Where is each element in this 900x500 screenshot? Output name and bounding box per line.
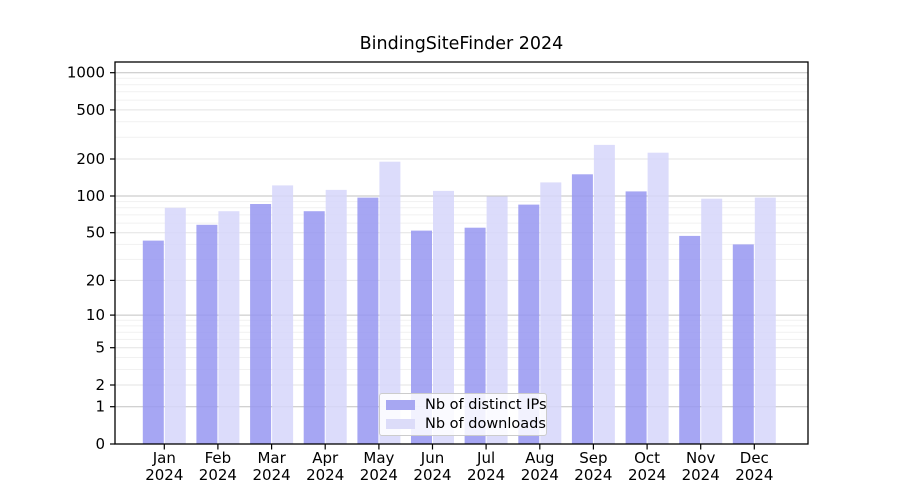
bar-nb-of-distinct-ips-apr bbox=[303, 211, 325, 444]
bar-nb-of-downloads-jun bbox=[433, 190, 454, 444]
bar-nb-of-downloads-jan bbox=[164, 207, 186, 444]
bar-nb-of-distinct-ips-oct bbox=[625, 191, 647, 444]
bar-nb-of-distinct-ips-jan bbox=[142, 240, 164, 444]
bar-nb-of-distinct-ips-jun bbox=[411, 230, 432, 444]
y-tick-label-10: 10 bbox=[86, 306, 105, 324]
y-tick-label-200: 200 bbox=[76, 150, 105, 168]
bar-nb-of-distinct-ips-feb bbox=[196, 224, 218, 444]
x-tick-label-sep: Sep 2024 bbox=[574, 449, 612, 484]
x-tick-label-dec: Dec 2024 bbox=[735, 449, 773, 484]
y-tick-label-500: 500 bbox=[76, 101, 105, 119]
y-tick-label-20: 20 bbox=[86, 271, 105, 289]
x-tick-label-aug: Aug 2024 bbox=[521, 449, 559, 484]
x-tick-label-jul: Jul 2024 bbox=[467, 449, 505, 484]
y-tick-label-50: 50 bbox=[86, 224, 105, 242]
y-axis: 0 1 2 5 10 20 50 100 200 500 1000 bbox=[67, 64, 115, 453]
x-axis: Jan 2024 Feb 2024 Mar 2024 Apr 2024 May 2024 Jun 20… bbox=[145, 444, 773, 484]
y-tick-label-1000: 1000 bbox=[67, 64, 105, 82]
x-tick-label-feb: Feb 2024 bbox=[199, 449, 237, 484]
bar-nb-of-distinct-ips-may bbox=[357, 197, 379, 444]
y-tick-label-2: 2 bbox=[95, 376, 105, 394]
legend-item-downloads: Nb of downloads bbox=[386, 417, 546, 432]
legend-swatch-downloads bbox=[386, 419, 415, 430]
legend: Nb of distinct IPs Nb of downloads bbox=[379, 393, 547, 436]
bar-nb-of-downloads-nov bbox=[701, 198, 723, 444]
x-tick-label-nov: Nov 2024 bbox=[682, 449, 720, 484]
x-tick-label-jun: Jun 2024 bbox=[413, 449, 451, 484]
x-tick-label-jan: Jan 2024 bbox=[145, 449, 183, 484]
bar-nb-of-distinct-ips-sep bbox=[571, 174, 593, 445]
x-tick-label-may: May 2024 bbox=[360, 449, 398, 484]
bars bbox=[142, 144, 776, 445]
bar-nb-of-distinct-ips-nov bbox=[679, 235, 701, 444]
bar-nb-of-distinct-ips-aug bbox=[518, 204, 540, 444]
x-tick-label-mar: Mar 2024 bbox=[253, 449, 291, 484]
bar-nb-of-downloads-dec bbox=[754, 197, 776, 444]
y-tick-label-5: 5 bbox=[95, 339, 105, 357]
bar-nb-of-downloads-apr bbox=[325, 189, 347, 444]
axes-spines bbox=[114, 61, 809, 445]
bar-nb-of-downloads-may bbox=[379, 161, 401, 444]
bar-nb-of-downloads-sep bbox=[593, 144, 615, 444]
bar-nb-of-distinct-ips-mar bbox=[250, 204, 272, 444]
x-tick-label-apr: Apr 2024 bbox=[306, 449, 344, 484]
bar-nb-of-downloads-oct bbox=[647, 152, 669, 444]
y-tick-label-100: 100 bbox=[76, 187, 105, 205]
legend-swatch-distinct-ips bbox=[386, 399, 415, 410]
y-tick-label-1: 1 bbox=[95, 398, 105, 416]
legend-label-distinct-ips: Nb of distinct IPs bbox=[425, 396, 547, 413]
bar-nb-of-distinct-ips-dec bbox=[732, 244, 754, 444]
bar-nb-of-downloads-feb bbox=[218, 211, 240, 444]
bar-nb-of-downloads-mar bbox=[272, 185, 294, 444]
legend-item-distinct-ips: Nb of distinct IPs bbox=[386, 397, 547, 413]
bar-nb-of-downloads-aug bbox=[540, 182, 562, 444]
legend-label-downloads: Nb of downloads bbox=[425, 416, 546, 432]
bar-nb-of-distinct-ips-jul bbox=[464, 227, 486, 444]
y-tick-label-0: 0 bbox=[95, 435, 105, 453]
bar-nb-of-downloads-jul bbox=[486, 196, 508, 444]
x-tick-label-oct: Oct 2024 bbox=[628, 449, 666, 484]
chart-title: BindingSiteFinder 2024 bbox=[359, 34, 564, 54]
